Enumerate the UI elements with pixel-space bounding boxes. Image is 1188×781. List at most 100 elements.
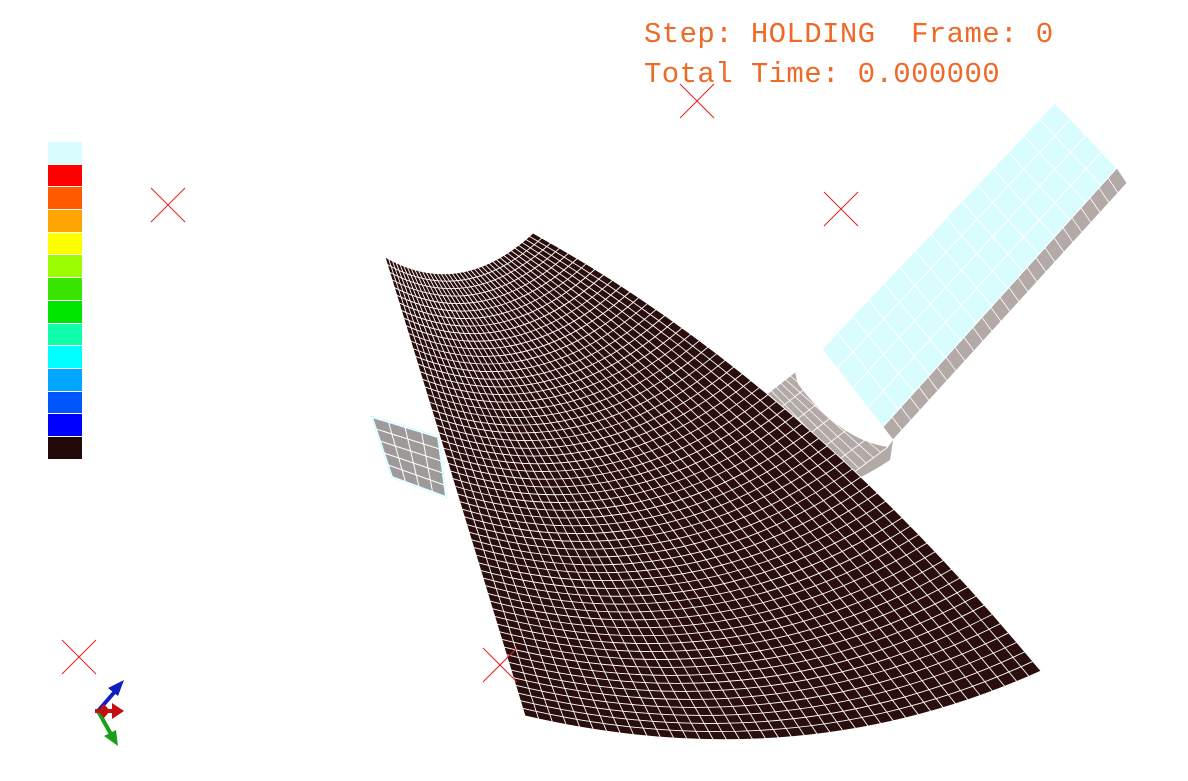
legend-swatch: [48, 300, 82, 324]
mesh-line: [1039, 119, 1102, 186]
mesh-line: [425, 272, 675, 739]
mesh-line: [963, 337, 975, 352]
legend-swatch: [48, 368, 82, 392]
mesh-line: [388, 421, 406, 483]
marker-cross[interactable]: [482, 647, 518, 683]
mesh-line: [440, 273, 727, 740]
marker-cross[interactable]: [823, 191, 859, 227]
mesh-line: [459, 272, 792, 738]
mesh-line: [466, 270, 818, 735]
legend-swatch: [48, 323, 82, 347]
mesh-line: [936, 366, 948, 381]
mesh-line: [1089, 197, 1101, 213]
marker-cross[interactable]: [150, 187, 186, 223]
mesh-line: [484, 264, 882, 724]
mesh-line: [448, 273, 753, 740]
mesh-line: [371, 416, 439, 438]
time-value: 0.000000: [857, 58, 1001, 91]
mesh-line: [1098, 187, 1110, 203]
mesh-line: [521, 242, 1006, 687]
mesh-line: [883, 283, 946, 359]
mesh-line: [1071, 217, 1083, 233]
mesh-line: [437, 436, 447, 498]
mesh-line: [429, 272, 688, 740]
legend-swatch: [48, 232, 82, 256]
mesh-line: [868, 299, 931, 376]
mesh-line: [444, 273, 740, 740]
mesh-line: [1026, 267, 1038, 283]
mesh-line: [507, 252, 956, 705]
holder-top-face[interactable]: [822, 103, 1117, 427]
mesh-line: [1054, 102, 1118, 169]
mesh-line: [418, 270, 648, 737]
legend-swatch: [48, 436, 82, 460]
mesh-line: [972, 327, 984, 342]
contour-legend: [48, 142, 82, 460]
mesh-line: [821, 348, 884, 428]
mesh-line: [1080, 207, 1092, 223]
marker-cross[interactable]: [61, 639, 97, 675]
mesh-line: [496, 259, 919, 715]
mesh-line: [821, 102, 1056, 350]
mesh-line: [930, 233, 993, 307]
time-label: Total Time:: [644, 58, 840, 91]
mesh-line: [999, 297, 1011, 312]
mesh-line: [414, 269, 635, 735]
mesh-line: [473, 268, 844, 731]
legend-swatch: [48, 187, 82, 211]
orientation-triad[interactable]: [95, 680, 124, 746]
mesh-line: [1107, 177, 1119, 194]
mesh-line: [1044, 247, 1056, 263]
mesh-line: [391, 476, 447, 498]
mesh-line: [529, 235, 1030, 677]
small-plate-grid: [371, 416, 447, 498]
legend-swatch: [48, 142, 82, 165]
mesh-line: [379, 440, 442, 462]
mesh-line: [525, 239, 1018, 682]
legend-swatch: [48, 255, 82, 279]
mesh-line: [510, 250, 969, 701]
arrow-y-icon: [96, 710, 118, 746]
mesh-line: [1035, 257, 1047, 273]
mesh-line: [488, 262, 894, 722]
mesh-line: [481, 266, 869, 727]
legend-swatch: [48, 414, 82, 437]
mesh-line: [990, 307, 1002, 322]
mesh-line: [384, 256, 526, 717]
legend-swatch: [48, 346, 82, 369]
mesh-line: [470, 269, 831, 733]
mesh-line: [899, 266, 962, 341]
step-value: HOLDING: [750, 18, 876, 51]
mesh-line: [388, 258, 540, 720]
mesh-line: [532, 232, 1042, 672]
mesh-line: [462, 271, 805, 736]
legend-swatch: [48, 210, 82, 233]
mesh-line: [914, 250, 977, 324]
mesh-line: [392, 260, 553, 723]
mesh-line: [387, 464, 445, 486]
mesh-line: [1008, 151, 1071, 221]
mesh-line: [395, 262, 567, 725]
marker-cross[interactable]: [679, 83, 715, 119]
mesh-line: [1116, 167, 1128, 184]
sheet-mesh-grid: [384, 232, 1042, 741]
mesh-line: [1008, 287, 1020, 302]
mesh-line: [514, 247, 981, 696]
mesh-line: [410, 268, 621, 734]
legend-swatch: [48, 391, 82, 415]
mesh-line: [407, 267, 608, 732]
mesh-line: [436, 273, 714, 740]
holder-side-grid: [882, 167, 1128, 441]
mesh-line: [837, 332, 899, 411]
small-plate[interactable]: [370, 415, 448, 499]
mesh-line: [1023, 135, 1087, 203]
arrow-x-icon: [95, 703, 124, 719]
mesh-line: [433, 273, 701, 740]
mesh-line: [1017, 277, 1029, 292]
arrow-z-icon: [96, 680, 124, 713]
mesh-line: [403, 265, 594, 730]
mesh-line: [399, 264, 581, 728]
mesh-line: [499, 257, 932, 712]
